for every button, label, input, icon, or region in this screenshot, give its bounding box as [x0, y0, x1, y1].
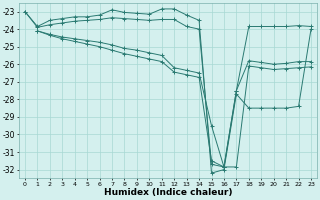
X-axis label: Humidex (Indice chaleur): Humidex (Indice chaleur)	[104, 188, 232, 197]
